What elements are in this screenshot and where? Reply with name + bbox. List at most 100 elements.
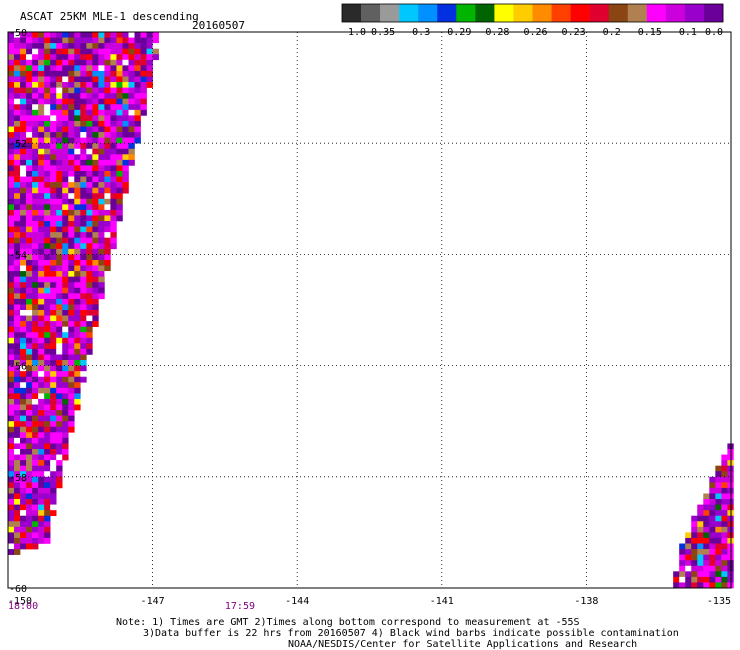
data-cell [38,371,45,378]
data-cell [98,226,105,233]
data-cell [709,543,716,550]
data-cell [32,332,39,339]
data-cell [721,526,728,533]
data-cell [50,54,57,61]
data-cell [116,132,123,138]
data-cell [14,526,21,533]
colorbar-swatch [589,4,609,22]
data-cell [74,193,81,200]
data-cell [56,132,63,138]
data-cell [715,526,722,533]
data-cell [20,76,27,83]
data-cell [122,87,129,94]
data-cell [62,237,69,244]
data-cell [26,337,33,344]
data-cell [50,482,57,489]
data-cell [20,87,27,94]
data-cell [691,560,698,567]
data-cell [110,87,117,94]
data-cell [128,104,135,111]
data-cell [50,471,57,478]
data-cell [38,398,45,405]
data-cell [20,82,27,88]
data-cell [140,70,147,77]
data-cell [80,48,87,55]
data-cell [50,287,57,294]
data-cell [44,254,51,261]
data-cell [80,187,87,194]
data-cell [92,293,99,300]
data-cell [721,460,728,466]
data-cell [44,287,51,294]
colorbar-swatch [475,4,495,22]
data-cell [20,98,27,105]
data-cell [32,493,39,500]
data-cell [50,282,57,289]
data-cell [697,521,704,528]
data-cell [38,182,45,188]
data-cell [62,271,69,277]
data-cell [32,471,39,478]
data-cell [80,137,87,144]
data-cell [20,521,27,528]
data-cell [56,360,63,366]
data-cell [74,259,81,266]
data-cell [32,171,39,177]
data-cell [68,315,75,322]
data-cell [74,393,81,400]
data-cell [20,282,27,289]
data-cell [8,398,15,405]
data-cell [110,209,117,216]
data-cell [80,76,87,83]
data-cell [56,104,63,111]
data-cell [26,404,33,411]
data-cell [8,515,15,522]
data-cell [140,109,147,116]
data-cell [104,132,111,138]
data-cell [20,248,27,255]
data-cell [50,432,57,439]
data-cell [44,248,51,255]
data-cell [20,204,27,211]
data-cell [20,376,27,383]
data-cell [56,76,63,83]
data-cell [8,354,15,361]
data-cell [44,76,51,83]
colorbar-tick-label: -0.29 [441,27,471,38]
data-cell [44,148,51,155]
data-cell [74,54,81,61]
data-cell [80,82,87,88]
data-cell [44,493,51,500]
data-cell [679,560,686,567]
data-cell [26,499,33,505]
data-cell [140,59,147,66]
data-cell [110,98,117,105]
data-cell [703,537,710,544]
data-cell [20,437,27,444]
data-cell [38,287,45,294]
data-cell [50,371,57,378]
data-cell [62,32,69,38]
data-cell [44,265,51,272]
data-cell [14,176,21,183]
data-cell [116,215,123,222]
data-cell [38,215,45,222]
data-cell [8,176,15,183]
data-cell [116,82,123,88]
data-cell [20,93,27,100]
data-cell [703,554,710,561]
data-cell [92,143,99,150]
data-cell [20,493,27,500]
colorbar-swatch [380,4,400,22]
data-cell [86,76,93,83]
data-cell [32,237,39,244]
data-cell [38,248,45,255]
data-cell [50,354,57,361]
data-cell [8,271,15,277]
data-cell [715,521,722,528]
data-cell [62,159,69,166]
data-cell [8,410,15,416]
data-cell [74,115,81,122]
data-cell [116,109,123,116]
data-cell [98,209,105,216]
